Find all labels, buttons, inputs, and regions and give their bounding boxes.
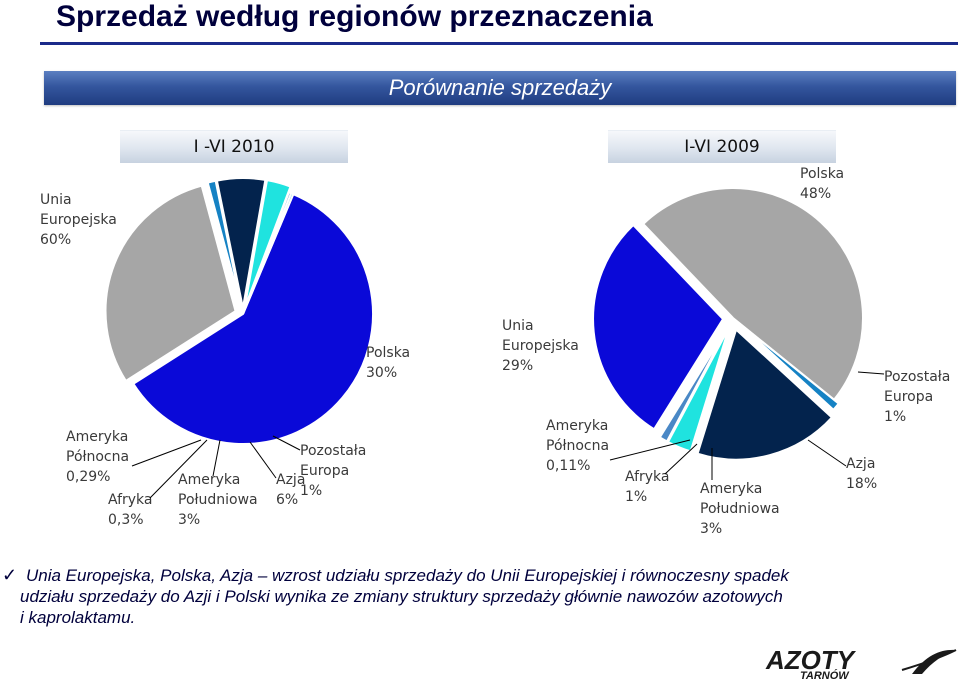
slice-label-line: 0,29% bbox=[66, 469, 110, 485]
slice-label-line: Europejska bbox=[40, 212, 117, 228]
slice-label-line: Unia bbox=[502, 318, 534, 334]
pie-charts: Unia Europejska 60% Polska 30% Pozostała Europ… bbox=[40, 166, 950, 537]
slice-label-polska: Polska 30% bbox=[366, 345, 410, 381]
slice-label-pozostala-europa: Pozostała Europa 1% bbox=[300, 443, 366, 499]
leader-line-ameryka-polnocna bbox=[609, 439, 691, 461]
pie-slice-pozostala-europa bbox=[206, 179, 243, 309]
slice-label-ameryka-poludniowa: Ameryka Południowa 3% bbox=[700, 481, 780, 537]
slice-label-ameryka-polnocna: Ameryka Północna 0,11% bbox=[546, 418, 609, 474]
slice-label-line: Europejska bbox=[502, 338, 579, 354]
slice-label-line: Unia bbox=[40, 192, 72, 208]
slice-label-line: 1% bbox=[625, 489, 647, 505]
slice-label-line: 30% bbox=[366, 365, 397, 381]
slice-label-line: Azja bbox=[846, 456, 875, 472]
pie-slice-ameryka-poludniowa bbox=[666, 326, 731, 453]
commentary-line-2: udziału sprzedaży do Azji i Polski wynik… bbox=[20, 587, 783, 606]
slice-label-line: 60% bbox=[40, 232, 71, 248]
leader-line-afryka bbox=[149, 439, 208, 499]
slice-label-afryka: Afryka 0,3% bbox=[108, 492, 153, 528]
slice-label-line: Europa bbox=[300, 463, 349, 479]
pie-chart-2009 bbox=[592, 187, 864, 461]
slice-label-line: Południowa bbox=[178, 492, 258, 508]
slice-label-line: 6% bbox=[276, 492, 298, 508]
pie-slice-polska bbox=[104, 184, 237, 383]
slice-label-line: Północna bbox=[66, 449, 129, 465]
pie-chart-2010 bbox=[104, 177, 374, 445]
slice-label-line: Ameryka bbox=[178, 472, 240, 488]
slice-label-line: 18% bbox=[846, 476, 877, 492]
slice-label-ameryka-polnocna: Ameryka Północna 0,29% bbox=[66, 429, 129, 485]
slice-label-line: 1% bbox=[300, 483, 322, 499]
banner-title: Porównanie sprzedaży bbox=[388, 75, 612, 100]
leader-line-ameryka-poludniowa bbox=[212, 439, 221, 477]
slice-label-ameryka-poludniowa: Ameryka Południowa 3% bbox=[178, 472, 258, 528]
page-title: Sprzedaż według regionów przeznaczenia bbox=[56, 0, 653, 33]
pie-slice-ameryka-polnocna bbox=[657, 325, 729, 439]
logo-sub: TARNÓW bbox=[800, 669, 850, 680]
logo-name: AZOTY bbox=[765, 645, 857, 675]
pie-slice-ameryka-polnocna bbox=[242, 191, 295, 315]
slice-label-line: Ameryka bbox=[700, 481, 762, 497]
leader-line-pozostala-europa bbox=[272, 435, 301, 451]
slice-label-line: Europa bbox=[884, 389, 933, 405]
slice-label-line: Ameryka bbox=[546, 418, 608, 434]
pie-slice-polska bbox=[641, 187, 864, 402]
slice-label-polska: Polska 48% bbox=[800, 166, 844, 202]
slice-label-line: Pozostała bbox=[884, 369, 950, 385]
slice-label-line: 3% bbox=[178, 512, 200, 528]
pie-slice-pozostala-europa bbox=[736, 321, 841, 412]
slice-label-afryka: Afryka 1% bbox=[625, 469, 670, 505]
comparison-banner: Porównanie sprzedaży bbox=[44, 71, 956, 105]
slice-label-line: 48% bbox=[800, 186, 831, 202]
slice-label-line: 3% bbox=[700, 521, 722, 537]
leader-line-azja bbox=[807, 439, 847, 467]
commentary-line-1: Unia Europejska, Polska, Azja – wzrost u… bbox=[26, 566, 789, 585]
leader-line-afryka bbox=[664, 443, 698, 475]
pie-slice-unia-europejska bbox=[592, 223, 725, 431]
period-2009-header: I-VI 2009 bbox=[608, 130, 836, 163]
pie-slice-ameryka-poludniowa bbox=[243, 179, 292, 309]
slice-label-line: Południowa bbox=[700, 501, 780, 517]
slice-label-unia-europejska: Unia Europejska 29% bbox=[502, 318, 579, 374]
azoty-swoosh-logo-icon bbox=[901, 649, 957, 674]
slice-label-line: Polska bbox=[800, 166, 844, 182]
slice-label-line: 0,11% bbox=[546, 458, 590, 474]
azoty-tarnow-logo: AZOTY TARNÓW bbox=[765, 645, 957, 680]
slice-label-line: Azja bbox=[276, 472, 305, 488]
title-divider bbox=[40, 42, 958, 45]
commentary-line-3: i kaprolaktamu. bbox=[20, 608, 136, 627]
slice-label-line: Północna bbox=[546, 438, 609, 454]
slice-label-azja: Azja 6% bbox=[276, 472, 305, 508]
slice-label-line: Polska bbox=[366, 345, 410, 361]
slice-label-line: Afryka bbox=[108, 492, 153, 508]
leader-line-ameryka-polnocna bbox=[131, 439, 202, 467]
checkmark-icon: ✓ bbox=[2, 565, 18, 585]
slice-label-line: Afryka bbox=[625, 469, 670, 485]
slice-label-line: Pozostała bbox=[300, 443, 366, 459]
slice-label-line: 1% bbox=[884, 409, 906, 425]
period-2010-header: I -VI 2010 bbox=[120, 130, 348, 163]
pie-labels: Unia Europejska 60% Polska 30% Pozostała Europ… bbox=[40, 166, 950, 537]
pie-slice-azja bbox=[215, 177, 267, 309]
slice-label-azja: Azja 18% bbox=[846, 456, 877, 492]
slice-label-line: Ameryka bbox=[66, 429, 128, 445]
pie-slice-azja bbox=[696, 327, 834, 461]
slice-label-pozostala-europa: Pozostała Europa 1% bbox=[884, 369, 950, 425]
slice-label-unia-europejska: Unia Europejska 60% bbox=[40, 192, 117, 248]
slice-label-line: 0,3% bbox=[108, 512, 144, 528]
slice-label-line: 29% bbox=[502, 358, 533, 374]
pie-slice-unia-europejska bbox=[131, 192, 374, 445]
leader-line-azja bbox=[249, 441, 277, 479]
leader-line-pozostala-europa bbox=[857, 371, 885, 375]
